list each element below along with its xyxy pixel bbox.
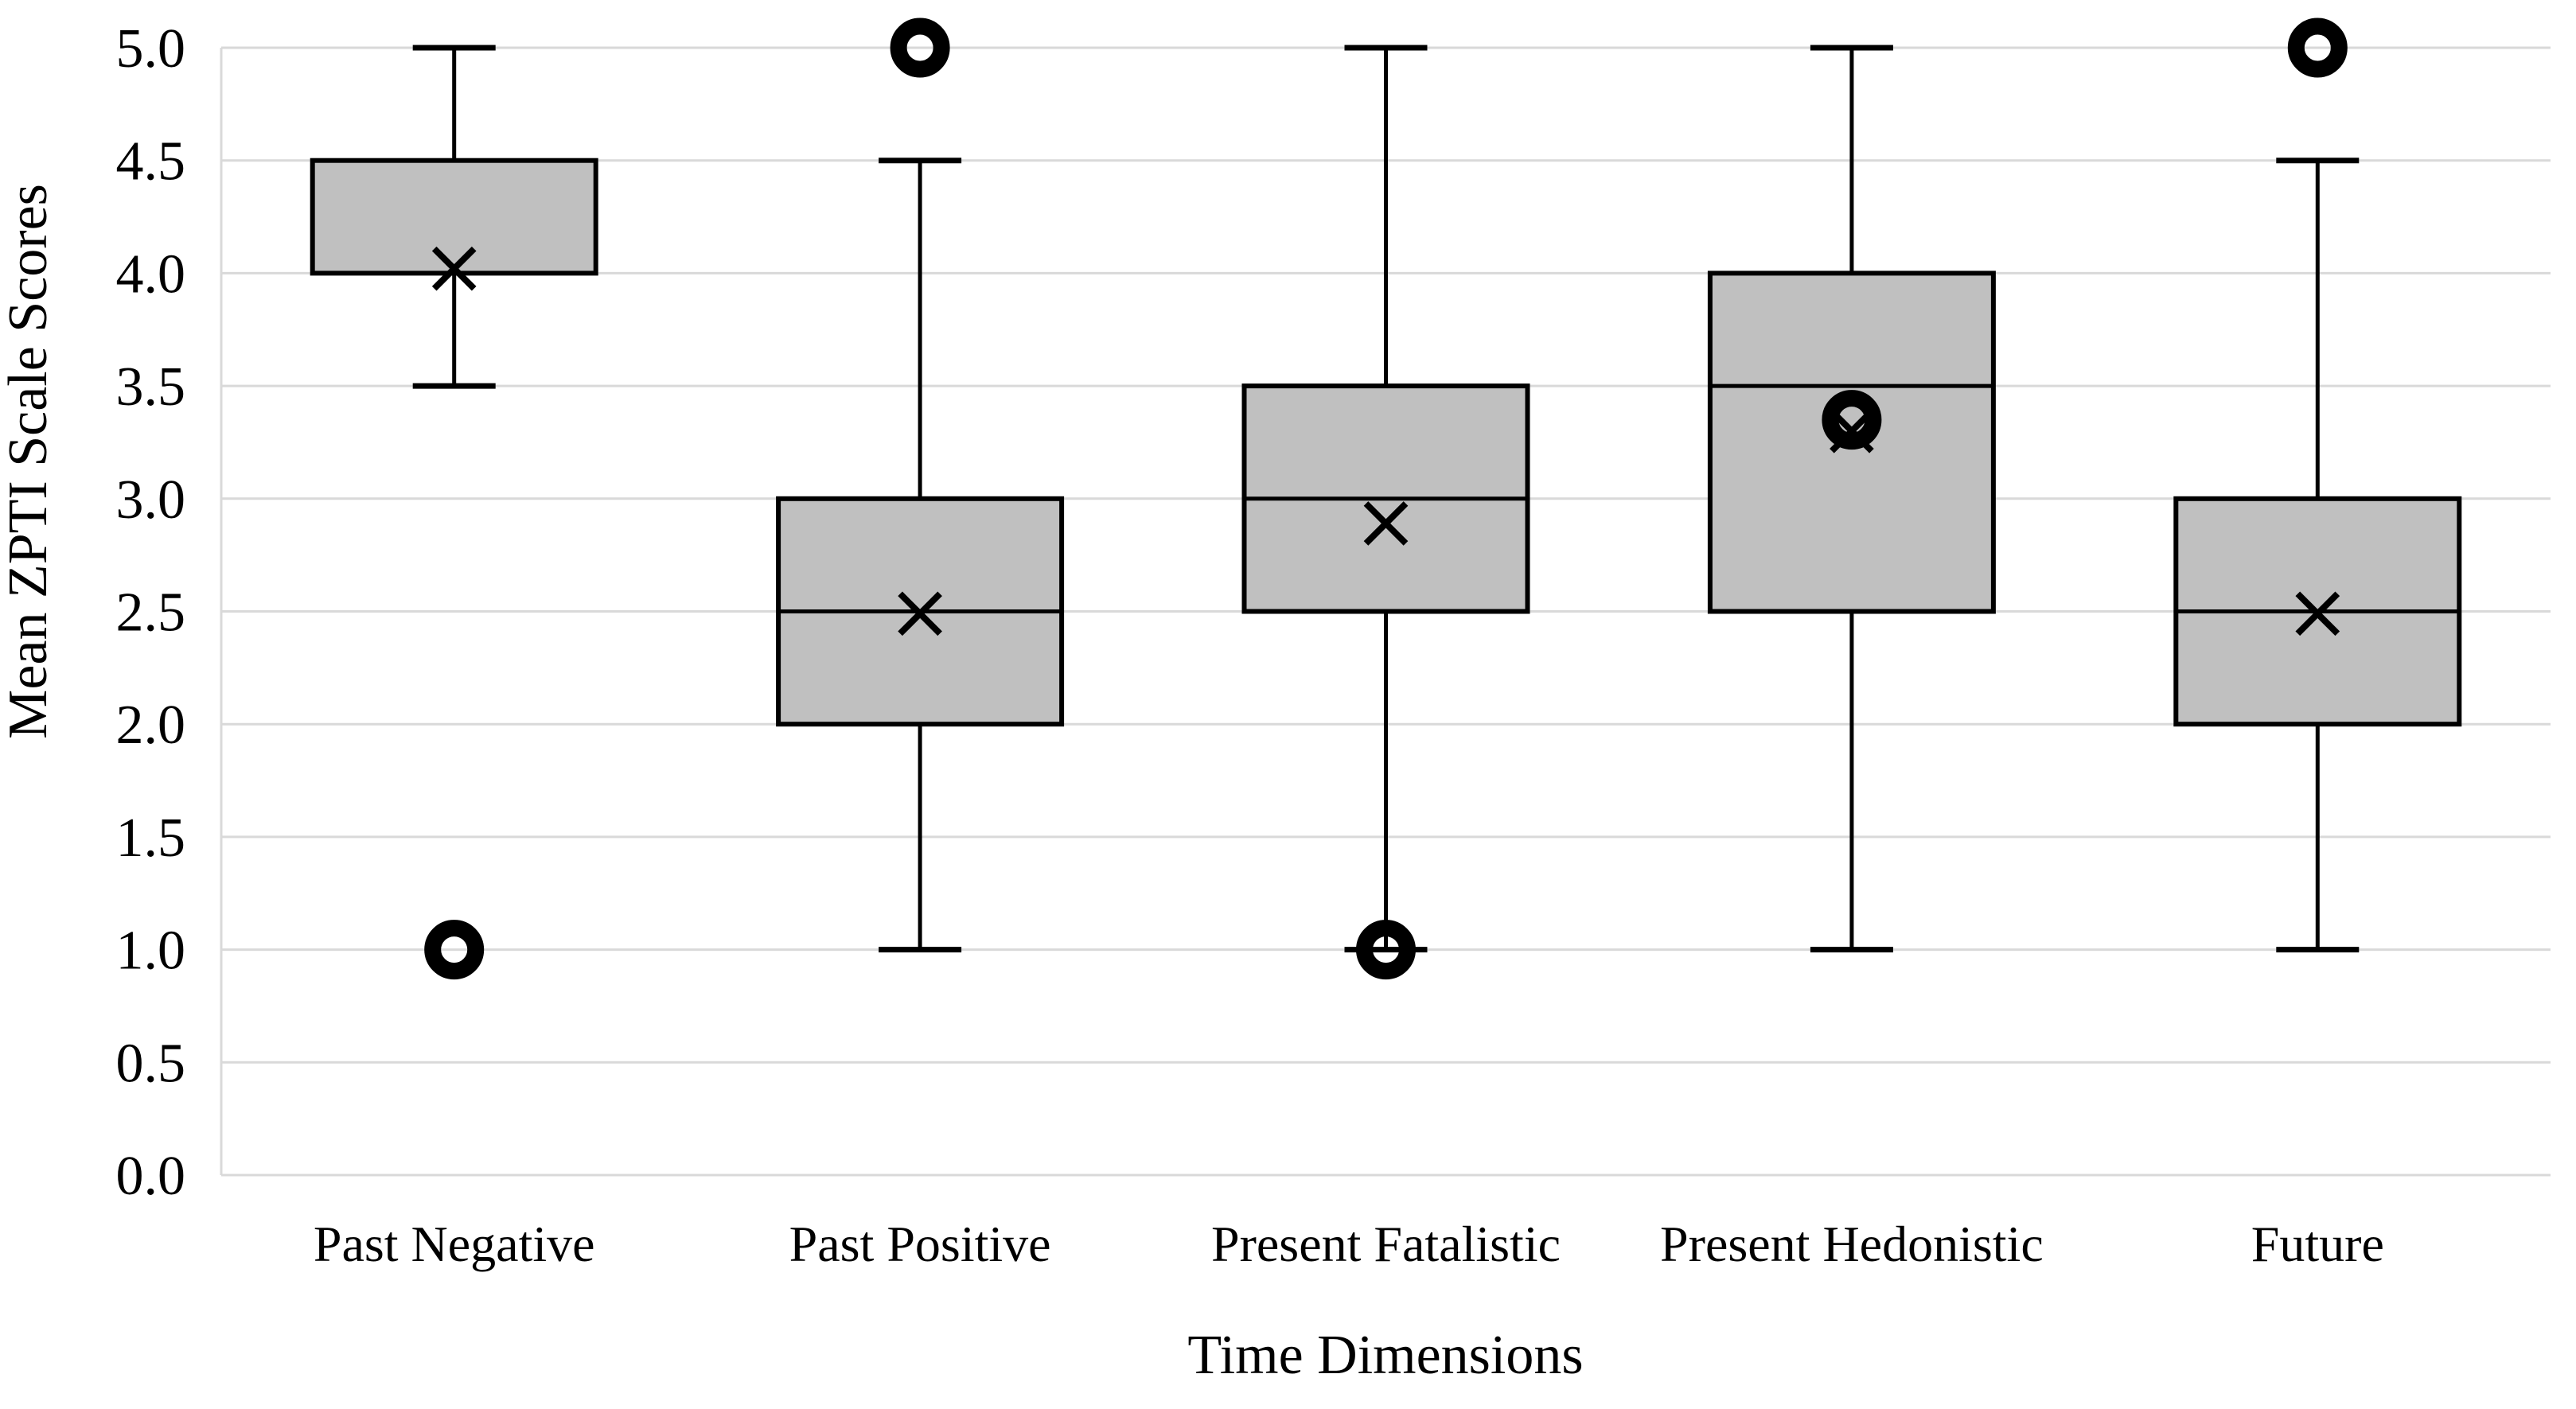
x-axis-title: Time Dimensions [1187, 1325, 1583, 1386]
x-category-label: Past Positive [789, 1216, 1051, 1272]
x-category-label: Present Fatalistic [1211, 1216, 1561, 1272]
mean-x-marker [431, 246, 477, 291]
y-tick-label: 3.0 [116, 469, 186, 531]
y-tick-label: 3.5 [116, 356, 186, 418]
outlier-circle [2287, 18, 2348, 78]
y-tick-label: 2.5 [116, 582, 186, 644]
y-tick-label: 1.5 [116, 808, 186, 869]
y-tick-label: 1.0 [116, 921, 186, 982]
box [310, 158, 598, 276]
x-category-label: Past Negative [314, 1216, 595, 1272]
mean-x-marker [2295, 591, 2340, 636]
x-category-label: Present Hedonistic [1660, 1216, 2044, 1272]
outlier-circle [1356, 920, 1416, 980]
x-category-label: Future [2251, 1216, 2384, 1272]
outlier-circle [890, 18, 950, 78]
y-tick-label: 4.0 [116, 243, 186, 305]
mean-x-marker [898, 591, 942, 636]
y-tick-label: 0.0 [116, 1146, 186, 1207]
outlier-circle [1822, 390, 1882, 450]
outlier-circle [424, 920, 485, 980]
plot-area: 0.0 0.5 1.0 1.5 2.0 2.5 3.0 3.5 4.0 4.5 5.0 Past Ne… [116, 18, 2551, 1272]
y-axis-title: Mean ZPTI Scale Scores [0, 184, 59, 739]
mean-x-marker [1363, 501, 1409, 546]
y-tick-label: 0.5 [116, 1033, 186, 1094]
y-tick-label: 2.0 [116, 695, 186, 756]
y-tick-label: 5.0 [116, 18, 186, 80]
y-tick-label: 4.5 [116, 131, 186, 193]
